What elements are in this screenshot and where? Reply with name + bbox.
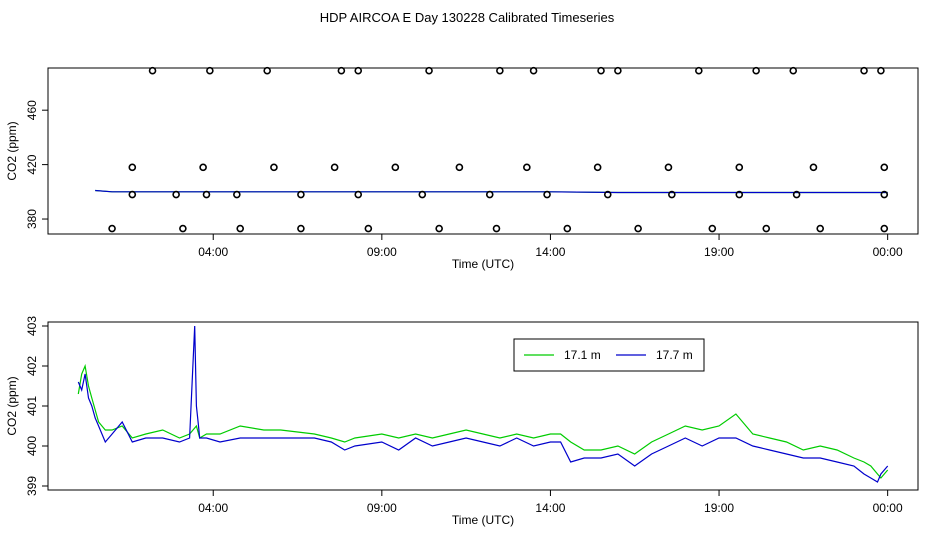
- data-point: [199, 163, 207, 172]
- data-point: [391, 163, 400, 172]
- data-point: [735, 163, 744, 172]
- data-point: [455, 163, 464, 172]
- data-point: [664, 163, 673, 172]
- chart-title: HDP AIRCOA E Day 130228 Calibrated Times…: [320, 10, 615, 25]
- data-point: [603, 190, 612, 199]
- data-point: [563, 224, 572, 233]
- y-tick-label: 402: [25, 356, 39, 376]
- y-tick-label: 401: [25, 396, 39, 416]
- legend-label: 17.7 m: [656, 348, 693, 362]
- y-tick-label: 460: [25, 100, 39, 120]
- plot-frame: [47, 321, 919, 491]
- data-point: [668, 190, 676, 199]
- data-point: [543, 190, 551, 199]
- y-tick-label: 420: [25, 154, 39, 174]
- y-tick-label: 400: [25, 436, 39, 456]
- x-tick-label: 00:00: [873, 501, 903, 515]
- plot-frame: [47, 67, 919, 235]
- data-point: [880, 224, 889, 233]
- data-point: [435, 224, 443, 233]
- data-point: [695, 66, 703, 75]
- x-tick-label: 14:00: [535, 245, 565, 259]
- legend-label: 17.1 m: [564, 348, 601, 362]
- data-point: [108, 224, 116, 233]
- data-point: [337, 66, 346, 75]
- bottom-panel: 04:00 09:00 14:00 19:00 00:00 Time (UTC) 399 40…: [5, 316, 919, 527]
- data-point: [270, 163, 278, 172]
- data-point: [735, 190, 744, 199]
- x-tick-label: 00:00: [873, 245, 903, 259]
- x-tick-label: 14:00: [535, 501, 565, 515]
- x-axis-label: Time (UTC): [452, 257, 514, 271]
- data-point: [418, 190, 427, 199]
- data-point: [614, 66, 622, 75]
- data-point: [593, 163, 602, 172]
- data-point: [297, 190, 305, 199]
- data-point: [128, 163, 137, 172]
- data-point: [877, 66, 885, 75]
- x-tick-label: 04:00: [198, 501, 228, 515]
- data-point: [206, 66, 214, 75]
- x-axis-label: Time (UTC): [452, 513, 514, 527]
- data-point: [236, 224, 245, 233]
- data-point: [492, 224, 501, 233]
- data-point: [880, 190, 889, 199]
- data-point: [354, 190, 363, 199]
- data-point: [529, 66, 538, 75]
- y-tick-label: 403: [25, 316, 39, 336]
- data-point: [523, 163, 531, 172]
- data-point: [202, 190, 211, 199]
- data-point: [809, 163, 818, 172]
- data-point: [425, 66, 433, 75]
- data-point: [792, 190, 801, 199]
- data-point: [880, 163, 889, 172]
- data-point: [297, 224, 305, 233]
- data-point: [860, 66, 868, 75]
- data-point: [634, 224, 642, 233]
- data-point: [148, 66, 157, 75]
- data-point: [708, 224, 717, 233]
- data-point: [179, 224, 187, 233]
- series-line-17-1-m: [77, 363, 889, 479]
- data-point: [485, 190, 494, 199]
- data-point: [496, 66, 504, 75]
- data-point: [354, 66, 363, 75]
- data-point: [263, 66, 271, 75]
- data-point: [364, 224, 373, 233]
- data-point: [233, 190, 241, 199]
- data-point: [128, 190, 137, 199]
- top-panel: 04:00 09:00 14:00 19:00 00:00 Time (UTC) 380 42…: [5, 66, 919, 271]
- x-tick-label: 19:00: [704, 245, 734, 259]
- y-axis-label: CO2 (ppm): [5, 376, 19, 435]
- data-point: [330, 163, 339, 172]
- y-axis-label: CO2 (ppm): [5, 121, 19, 180]
- x-tick-label: 19:00: [704, 501, 734, 515]
- series-line-17-7-m: [77, 325, 889, 483]
- x-tick-label: 09:00: [367, 501, 397, 515]
- data-point: [762, 224, 771, 233]
- x-tick-label: 09:00: [367, 245, 397, 259]
- y-tick-label: 380: [25, 209, 39, 229]
- data-point: [816, 224, 825, 233]
- data-point: [597, 66, 605, 75]
- x-tick-label: 04:00: [198, 245, 228, 259]
- data-point: [752, 66, 760, 75]
- data-point: [789, 66, 798, 75]
- y-tick-label: 399: [25, 476, 39, 496]
- data-point: [172, 190, 180, 199]
